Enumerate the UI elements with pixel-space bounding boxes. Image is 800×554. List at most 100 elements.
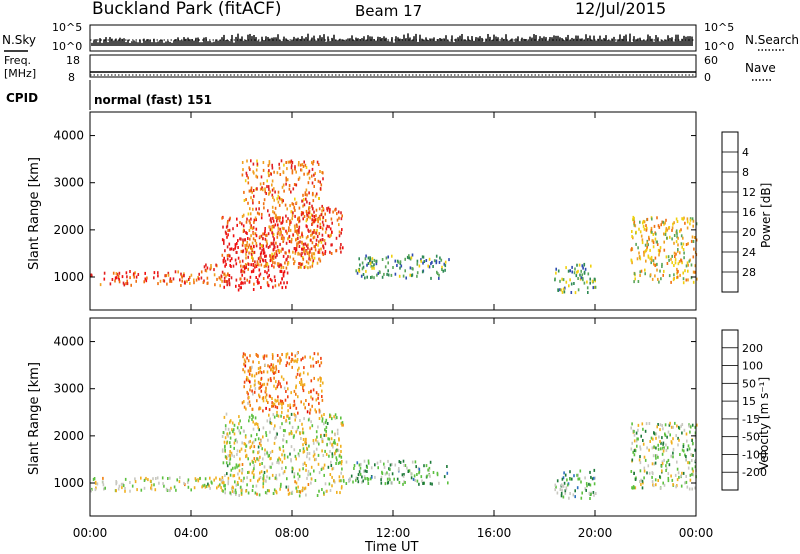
data-cell (280, 414, 282, 418)
data-cell (681, 261, 683, 265)
data-cell (263, 251, 266, 255)
data-cell (228, 462, 231, 466)
data-cell (689, 222, 691, 226)
data-cell (258, 381, 261, 385)
data-cell (305, 493, 307, 497)
data-cell (329, 208, 331, 212)
data-cell (386, 481, 389, 485)
data-cell (318, 489, 320, 493)
data-cell (267, 246, 270, 249)
data-cell (685, 264, 688, 268)
data-cell (331, 417, 333, 421)
data-cell (316, 261, 319, 265)
data-cell (648, 448, 650, 452)
data-cell (665, 466, 668, 470)
data-cell (229, 441, 231, 445)
data-cell (287, 414, 289, 418)
data-cell (335, 462, 337, 465)
data-cell (694, 264, 697, 268)
data-cell (647, 464, 650, 468)
data-cell (644, 268, 646, 272)
data-cell (239, 449, 241, 453)
data-cell (287, 237, 289, 241)
data-cell (247, 212, 250, 216)
data-cell (340, 486, 343, 490)
data-cell (265, 479, 267, 483)
data-cell (413, 474, 416, 478)
data-cell (247, 491, 250, 495)
data-cell (632, 485, 635, 489)
data-cell (296, 360, 298, 364)
data-cell (265, 389, 267, 393)
data-cell (241, 488, 244, 492)
data-cell (649, 273, 652, 277)
data-cell (224, 249, 226, 253)
data-cell (309, 411, 311, 415)
data-cell (252, 460, 254, 464)
data-cell (287, 488, 290, 492)
data-cell (300, 383, 302, 386)
data-cell (428, 257, 431, 261)
data-cell (296, 489, 298, 493)
data-cell (339, 460, 341, 464)
data-cell (329, 473, 332, 476)
colorbar-tick-label: 8 (742, 166, 749, 179)
data-cell (270, 379, 272, 383)
data-cell (321, 204, 323, 208)
data-cell (562, 484, 565, 488)
data-cell (555, 267, 557, 271)
data-cell (331, 243, 333, 247)
noise-scale-bottom-right: 10^0 (704, 40, 734, 53)
data-cell (651, 471, 654, 475)
data-cell (680, 228, 682, 232)
data-cell (295, 406, 298, 410)
data-cell (245, 489, 247, 493)
data-cell (325, 429, 327, 433)
data-cell (237, 256, 240, 260)
data-cell (314, 248, 317, 252)
power-data-cells (90, 159, 698, 295)
data-cell (216, 486, 218, 490)
data-cell (297, 241, 300, 245)
data-cell (302, 443, 304, 447)
data-cell (288, 491, 291, 495)
data-cell (280, 263, 282, 267)
data-cell (331, 230, 333, 234)
data-cell (237, 472, 239, 476)
data-cell (667, 458, 670, 462)
data-cell (381, 472, 384, 475)
data-cell (295, 392, 297, 396)
data-cell (301, 383, 304, 387)
data-cell (288, 416, 290, 420)
data-cell (104, 486, 106, 490)
data-cell (316, 494, 319, 497)
data-cell (311, 397, 314, 401)
data-cell (264, 254, 266, 258)
data-cell (306, 446, 308, 450)
data-cell (274, 216, 277, 219)
data-cell (291, 353, 293, 357)
data-cell (274, 284, 277, 288)
data-cell (342, 475, 344, 479)
data-cell (271, 356, 274, 360)
freq-tick-bottom: 8 (68, 71, 75, 84)
data-cell (269, 457, 271, 461)
data-cell (432, 265, 434, 268)
data-cell (236, 217, 238, 221)
data-cell (277, 226, 280, 230)
data-cell (281, 200, 283, 204)
data-cell (388, 467, 390, 471)
data-cell (681, 448, 684, 452)
data-cell (224, 436, 227, 440)
data-cell (444, 264, 447, 268)
data-cell (655, 483, 657, 487)
data-cell (634, 478, 637, 481)
data-cell (238, 429, 240, 433)
data-cell (198, 277, 200, 281)
data-cell (642, 439, 644, 442)
data-cell (340, 471, 342, 475)
data-cell (189, 281, 191, 285)
data-cell (318, 251, 321, 254)
data-cell (319, 187, 322, 191)
data-cell (225, 274, 227, 278)
